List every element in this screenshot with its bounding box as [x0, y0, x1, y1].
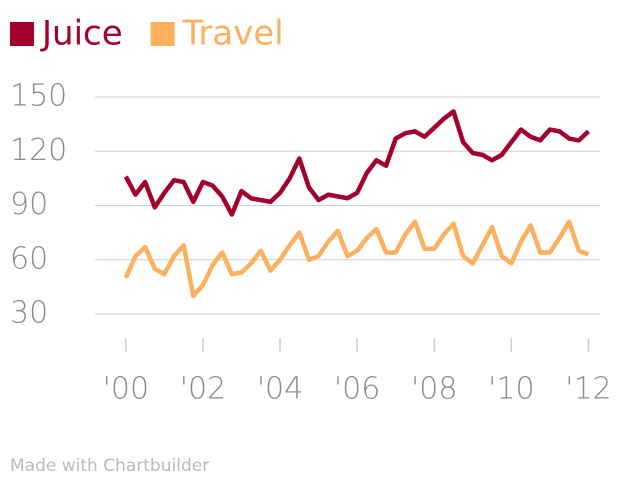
- x-tick-label: '08: [411, 372, 457, 407]
- x-tick-label: '02: [180, 372, 226, 407]
- y-tick-label: 120: [10, 133, 67, 168]
- x-tick-label: '10: [488, 372, 534, 407]
- footer: Made with Chartbuilder: [10, 456, 209, 476]
- y-tick-label: 150: [10, 79, 67, 114]
- x-tick-label: '06: [334, 372, 380, 407]
- line: [123, 109, 590, 217]
- x-tick-label: '04: [257, 372, 303, 407]
- y-tick-label: 90: [10, 187, 48, 222]
- y-tick-label: 60: [10, 241, 48, 276]
- line: [123, 219, 590, 299]
- legend-swatch: [10, 22, 34, 46]
- x-tick-label: '00: [103, 372, 149, 407]
- x-tick-label: '12: [565, 372, 611, 407]
- legend-label: Travel: [182, 14, 284, 54]
- legend-label: Juice: [40, 14, 123, 54]
- y-tick-label: 30: [10, 296, 48, 331]
- legend-swatch: [150, 22, 175, 46]
